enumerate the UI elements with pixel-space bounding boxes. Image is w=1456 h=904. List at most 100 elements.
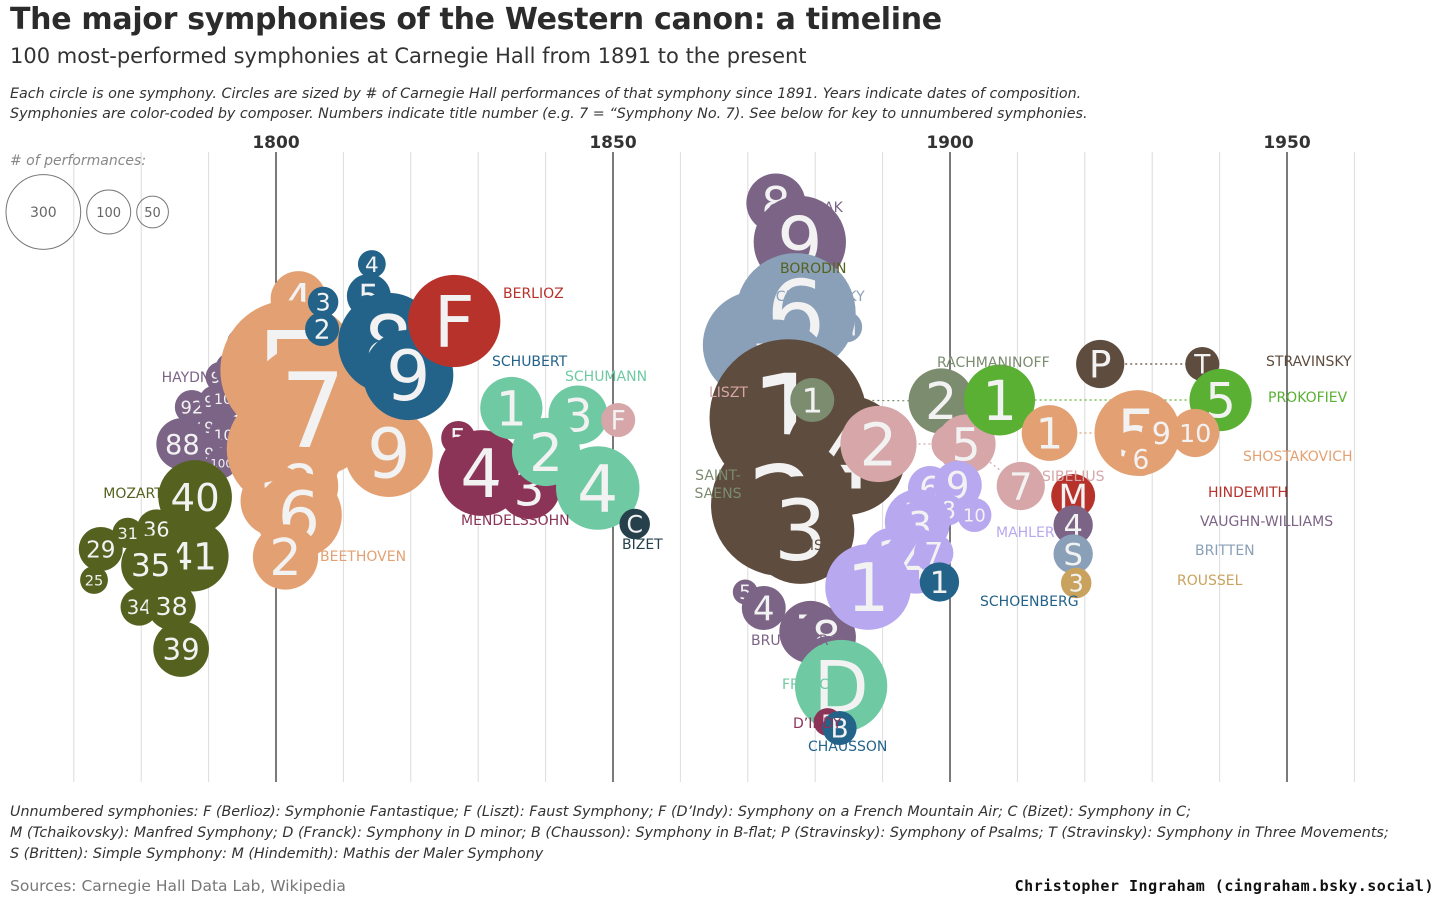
symphony-circle — [80, 566, 108, 594]
symphony-circle — [121, 535, 181, 595]
footnote-line: Unnumbered symphonies: F (Berlioz): Symp… — [10, 804, 1191, 820]
symphony-number-label: 4 — [577, 452, 618, 527]
symphony-circle — [840, 405, 917, 483]
symphony-bubble: 38 — [147, 581, 196, 631]
composer-label: DVORAK — [784, 200, 844, 216]
composer-label: BEETHOVEN — [320, 549, 406, 565]
composer-label: HINDEMITH — [1208, 485, 1288, 501]
symphony-circle — [78, 527, 123, 571]
symphony-number-label: 29 — [86, 537, 115, 563]
symphony-circle — [957, 497, 992, 533]
symphony-circle — [555, 446, 640, 530]
symphony-bubble: 2 — [305, 311, 340, 347]
symphony-number-label: P — [1089, 342, 1112, 386]
symphony-bubble: 39 — [153, 621, 209, 677]
symphony-number-label: 35 — [131, 548, 170, 584]
symphony-circle — [153, 621, 209, 677]
symphony-circle — [158, 460, 232, 534]
symphony-circle — [1053, 505, 1093, 545]
size-legend-circle — [86, 189, 132, 235]
composer-label: BRAHMS — [763, 538, 823, 554]
symphony-circle — [480, 376, 543, 440]
description-line: Each circle is one symphony. Circles are… — [10, 86, 1082, 102]
symphony-number-label: 31 — [118, 524, 138, 543]
composer-label: BORODIN — [780, 261, 847, 277]
symphony-bubble: 6 — [1123, 441, 1158, 477]
sources-text: Sources: Carnegie Hall Data Lab, Wikiped… — [10, 877, 346, 895]
symphony-bubble: 2 — [252, 524, 319, 590]
composer-label: ROUSSEL — [1177, 573, 1243, 589]
composer-label: MAHLER — [996, 525, 1055, 541]
symphony-number-label: B — [831, 714, 849, 745]
symphony-number-label: C — [626, 511, 642, 539]
symphony-circle — [305, 311, 340, 347]
symphony-bubble: 1 — [825, 544, 912, 630]
symphony-bubble: 1 — [790, 378, 835, 422]
symphony-number-label: 38 — [156, 592, 188, 621]
symphony-bubble: 3 — [1060, 567, 1092, 599]
author-credit: Christopher Ingraham (cingraham.bsky.soc… — [1014, 877, 1434, 895]
symphony-number-label: 25 — [85, 572, 104, 589]
symphony-circle — [822, 710, 857, 746]
symphony-number-label: S — [1063, 538, 1082, 573]
composer-label: VAUGHN-WILLIAMS — [1200, 514, 1333, 530]
x-tick-label: 1850 — [589, 133, 636, 153]
symphony-bubble: 4 — [555, 446, 640, 530]
composer-label: BRUCKNER — [751, 633, 829, 649]
symphony-bubble: 25 — [80, 566, 108, 594]
symphony-number-label: 92 — [180, 397, 203, 418]
symphony-number-label: 10 — [1179, 419, 1211, 448]
footnote-line: M (Tchaikovsky): Manfred Symphony; D (Fr… — [10, 825, 1389, 841]
symphony-number-label: 88 — [165, 430, 200, 461]
symphony-circle — [1123, 441, 1158, 477]
size-legend-value: 100 — [96, 206, 121, 221]
symphony-number-label: F — [434, 281, 475, 364]
composer-label: MOZART — [103, 486, 163, 502]
symphony-bubble: 29 — [78, 527, 123, 571]
symphony-bubble: 1 — [964, 364, 1036, 436]
symphony-bubble: 34 — [120, 588, 158, 626]
composer-label: BRITTEN — [1195, 543, 1255, 559]
symphony-bubble: 1 — [1021, 405, 1078, 461]
symphony-circle — [919, 562, 960, 602]
symphony-circle — [996, 461, 1045, 511]
size-legend-circle — [5, 174, 82, 250]
symphony-number-label: 4 — [460, 435, 502, 513]
composer-label: FRANCK — [782, 677, 839, 693]
composer-label: PROKOFIEV — [1268, 390, 1348, 406]
symphony-bubble: 10 — [957, 497, 992, 533]
composer-label: SCHUMANN — [565, 369, 647, 385]
symphony-number-label: 39 — [163, 633, 200, 667]
symphony-number-label: 34 — [127, 596, 152, 619]
symphony-bubble: F — [408, 274, 501, 368]
size-legend-title: # of performances: — [10, 153, 146, 169]
symphony-circle — [1060, 567, 1092, 599]
symphony-number-label: 3 — [316, 289, 331, 317]
symphony-circle — [120, 588, 158, 626]
composer-label: SAINT-SAENS — [695, 468, 742, 502]
symphony-number-label: 2 — [529, 423, 563, 484]
symphony-circle — [964, 364, 1036, 436]
size-legend-value: 50 — [144, 206, 161, 221]
symphony-bubble: 1 — [480, 376, 543, 440]
symphony-number-label: 10 — [963, 505, 986, 526]
symphony-number-label: 3 — [1069, 570, 1084, 598]
composer-label: CHAUSSON — [808, 739, 887, 755]
symphony-number-label: 1 — [930, 566, 949, 601]
symphony-circle — [1053, 534, 1093, 574]
composer-label: SHOSTAKOVICH — [1243, 449, 1353, 465]
composer-label: D’INDY — [793, 716, 842, 732]
symphony-bubble: 9 — [344, 409, 433, 497]
symphony-circle — [252, 524, 319, 590]
symphony-circle — [1171, 408, 1220, 458]
symphony-number-label: 40 — [171, 476, 220, 521]
symphony-bubble: P — [1076, 339, 1125, 389]
composer-label: RACHMANINOFF — [937, 355, 1050, 371]
description-line: Symphonies are color-coded by composer. … — [10, 106, 1088, 122]
symphony-circle — [1021, 405, 1078, 461]
symphony-bubble: S — [1053, 534, 1093, 574]
symphony-circle — [344, 409, 433, 497]
symphony-bubbles: 1039910192931029510488941004041293136352… — [78, 173, 1252, 746]
symphony-circle — [147, 581, 196, 631]
size-legend: # of performances: 300 100 50 — [5, 153, 169, 250]
